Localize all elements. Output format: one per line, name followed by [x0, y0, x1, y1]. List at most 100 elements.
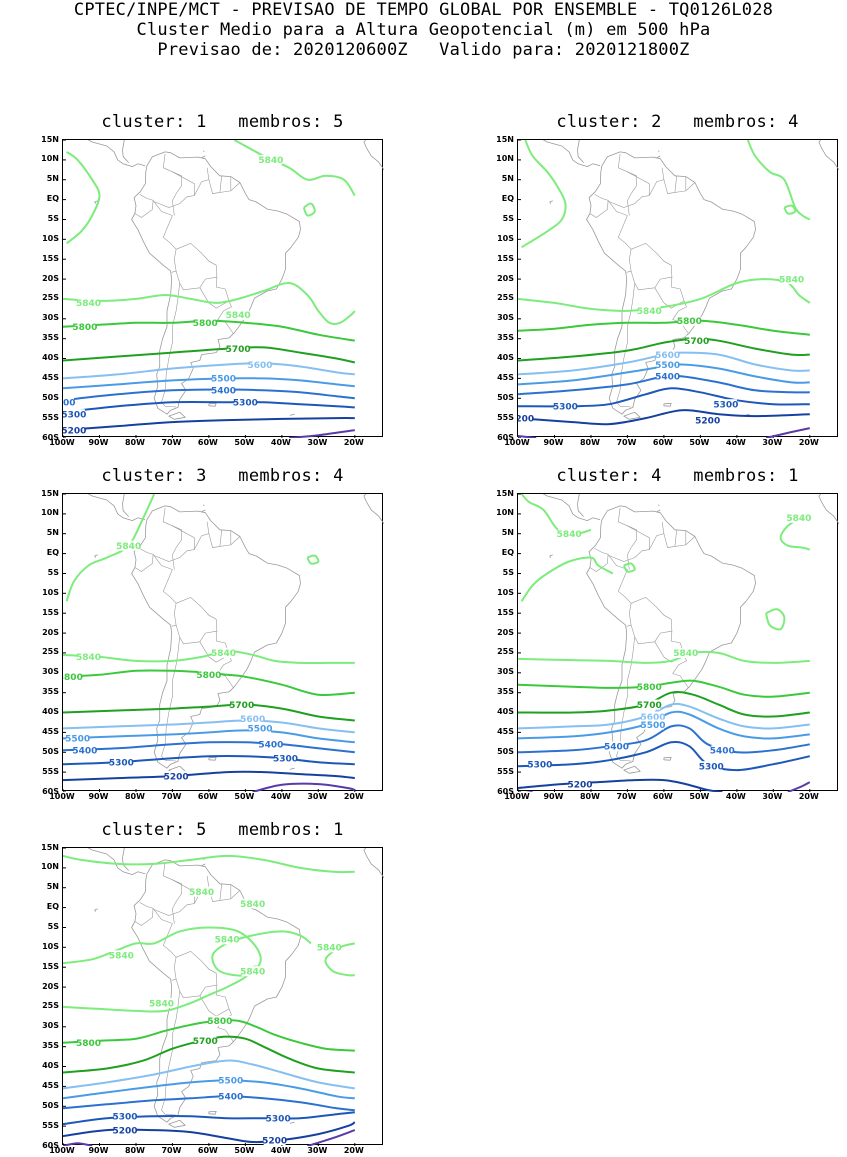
country-border — [627, 521, 665, 550]
lat-tick-label: 15N — [496, 134, 514, 144]
lat-tick-label: 15N — [41, 488, 59, 498]
central-america-coastline — [87, 848, 146, 875]
contour-label: 5400 — [211, 387, 236, 397]
contour-label: 5400 — [710, 747, 735, 757]
contour-5100 — [518, 435, 537, 438]
lat-tick-label: 15N — [41, 134, 59, 144]
island-coastline — [289, 767, 295, 770]
contour-label-bg — [216, 934, 239, 945]
central-america-coastline — [542, 140, 601, 167]
contour-label-bg — [212, 385, 235, 396]
contour-label-bg — [638, 699, 661, 710]
contour-5600 — [518, 702, 810, 730]
country-border — [616, 636, 635, 762]
contour-label-bg — [263, 1135, 286, 1145]
contour-label: 5400 — [63, 399, 76, 409]
contour-5840 — [324, 942, 356, 977]
contour-label: 5500 — [655, 361, 680, 371]
contour-5400 — [63, 741, 355, 754]
contour-label-bg — [714, 399, 737, 410]
island-coastline — [663, 403, 672, 407]
contour-5840 — [63, 854, 355, 874]
contour-label-bg — [227, 343, 250, 354]
lon-tick-label: 50W — [234, 438, 255, 447]
country-border — [162, 923, 177, 981]
header-line-3: Previsao de: 2020120600Z Valido para: 20… — [157, 40, 690, 60]
lat-tick-label: 25S — [42, 1001, 59, 1011]
contour-label: 5840 — [673, 649, 698, 659]
contour-5840 — [520, 556, 614, 602]
contour-label-bg — [656, 371, 679, 382]
contour-5300 — [518, 387, 810, 408]
contour-5840 — [765, 608, 786, 631]
contour-label-bg — [685, 335, 708, 346]
island-coastline — [94, 554, 98, 558]
island-coastline — [549, 200, 553, 204]
contour-label: 5300 — [273, 755, 298, 765]
lat-tick-label: 10N — [41, 154, 59, 164]
lon-tick-label: 100W — [504, 438, 530, 447]
lat-tick-label: 20S — [42, 627, 59, 637]
lat-tick-label: 55S — [42, 412, 59, 422]
country-border — [674, 175, 677, 193]
lon-tick-label: 80W — [579, 792, 600, 801]
contour-5800 — [518, 679, 810, 698]
island-coastline — [208, 757, 217, 761]
contour-label-bg — [249, 359, 271, 370]
contour-5840 — [233, 140, 356, 197]
contour-label-bg — [678, 315, 701, 326]
lat-tick-label: 5S — [502, 567, 514, 577]
country-border — [617, 507, 637, 570]
panel-title: cluster: 1 membros: 5 — [101, 112, 344, 132]
country-border — [630, 596, 673, 645]
contour-label: 5600 — [247, 361, 272, 371]
lat-tick-label: 40S — [497, 353, 514, 363]
contour-label-bg — [63, 409, 85, 420]
contour-label-bg — [787, 512, 810, 523]
contour-label-bg — [241, 713, 264, 724]
lon-tick-label: 80W — [579, 438, 600, 447]
lon-tick-label: 60W — [652, 438, 673, 447]
lat-tick-label: 25S — [42, 293, 59, 303]
contour-label: 5400 — [258, 741, 283, 751]
contour-5200 — [63, 417, 355, 432]
panel-title: cluster: 2 membros: 4 — [556, 112, 799, 132]
country-border — [219, 529, 222, 547]
country-border — [219, 883, 222, 901]
island-coastline — [208, 403, 217, 407]
south-america-coastline — [131, 151, 301, 415]
country-border — [617, 569, 632, 627]
island-coastline — [168, 1119, 186, 1128]
lon-tick-label: 30W — [307, 1146, 328, 1155]
lat-tick-label: 5N — [46, 174, 59, 184]
contour-label: 5800 — [637, 683, 662, 693]
contour-label: 5700 — [229, 701, 254, 711]
lat-tick-label: 40S — [497, 707, 514, 717]
contour-label-bg — [165, 771, 188, 782]
lat-tick-label: EQ — [46, 194, 59, 204]
contour-label-bg — [267, 1113, 290, 1124]
contour-5500 — [518, 710, 810, 740]
lat-tick-label: 45S — [42, 726, 59, 736]
lat-tick-label: 15N — [41, 842, 59, 852]
panel-title: cluster: 5 membros: 1 — [101, 820, 344, 840]
contour-label-bg — [259, 154, 282, 165]
contour-5200 — [518, 409, 810, 426]
contour-label-bg — [318, 942, 341, 953]
island-coastline — [201, 509, 206, 513]
lat-tick-label: 25S — [42, 647, 59, 657]
lon-tick-label: 70W — [161, 438, 182, 447]
contour-label-bg — [114, 1125, 136, 1136]
country-border — [161, 282, 180, 408]
contour-5840 — [63, 926, 312, 977]
country-border — [589, 548, 609, 572]
contour-label: 5200 — [63, 426, 86, 436]
contour-5400 — [518, 724, 810, 754]
lon-tick-label: 70W — [616, 438, 637, 447]
country-border — [175, 596, 218, 645]
island-coastline — [201, 863, 206, 867]
country-border — [134, 194, 154, 218]
island-coastline — [94, 200, 98, 204]
contour-label-bg — [114, 1111, 136, 1122]
contour-5840 — [518, 650, 810, 664]
